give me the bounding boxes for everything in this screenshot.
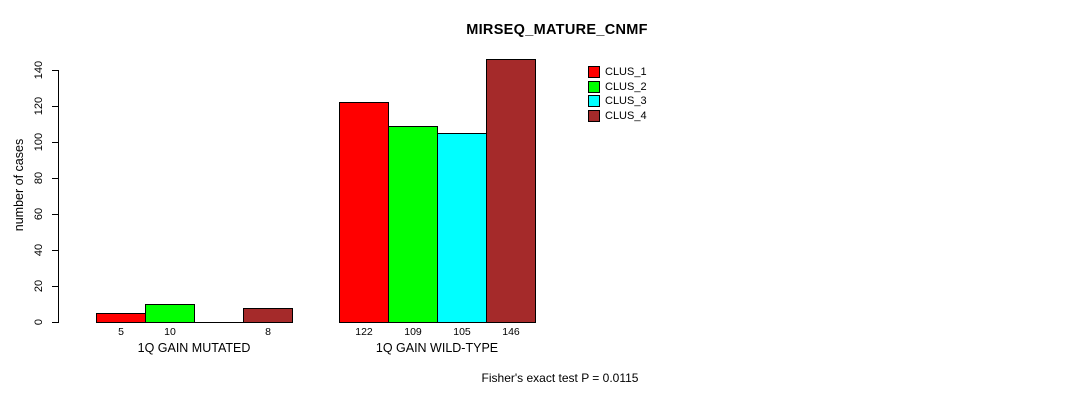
y-tick-label: 60 xyxy=(33,207,45,221)
y-tick-mark xyxy=(52,286,59,287)
legend-label: CLUS_2 xyxy=(605,80,647,93)
bar-clus_4-1 xyxy=(243,308,293,323)
legend-swatch-clus_1 xyxy=(588,66,600,78)
legend-swatch-clus_2 xyxy=(588,80,600,93)
fisher-test-annotation: Fisher's exact test P = 0.0115 xyxy=(481,371,639,385)
y-tick-label: 100 xyxy=(33,132,45,152)
y-tick-mark xyxy=(52,70,59,71)
x-group-label: 1Q GAIN WILD-TYPE xyxy=(375,341,499,355)
chart-title: MIRSEQ_MATURE_CNMF xyxy=(466,22,648,38)
legend-swatch-clus_3 xyxy=(588,95,600,108)
y-tick-mark xyxy=(52,250,59,251)
y-tick-label: 80 xyxy=(33,171,45,185)
bar-clus_4-2 xyxy=(486,59,536,323)
y-tick-mark xyxy=(52,142,59,143)
y-tick-label: 120 xyxy=(33,96,45,116)
y-tick-mark xyxy=(52,322,59,323)
x-group-label: 1Q GAIN MUTATED xyxy=(137,341,251,355)
bar-value-label: 105 xyxy=(453,326,471,338)
y-tick-mark xyxy=(52,178,59,179)
bar-value-label: 146 xyxy=(502,326,520,338)
y-tick-mark xyxy=(52,214,59,215)
y-tick-label: 0 xyxy=(33,318,45,326)
legend-label: CLUS_1 xyxy=(605,66,647,78)
bar-value-label: 122 xyxy=(355,326,373,338)
bar-value-label: 8 xyxy=(265,326,271,338)
y-tick-label: 140 xyxy=(33,60,45,80)
legend-label: CLUS_4 xyxy=(605,110,647,123)
legend-label: CLUS_3 xyxy=(605,95,647,108)
y-tick-label: 40 xyxy=(33,243,45,257)
y-axis-line xyxy=(58,70,59,323)
bar-value-label: 10 xyxy=(164,326,176,338)
bar-value-label: 5 xyxy=(118,326,124,338)
y-tick-label: 20 xyxy=(33,279,45,293)
bar-value-label: 109 xyxy=(404,326,422,338)
y-axis-label: number of cases xyxy=(12,138,26,232)
bar-clus_2-2 xyxy=(388,126,438,323)
bar-clus_1-2 xyxy=(339,102,389,323)
legend-swatch-clus_4 xyxy=(588,110,600,123)
y-tick-mark xyxy=(52,106,59,107)
bar-clus_3-2 xyxy=(437,133,487,323)
bar-clus_2-1 xyxy=(145,304,195,323)
bar-clus_1-1 xyxy=(96,313,146,323)
